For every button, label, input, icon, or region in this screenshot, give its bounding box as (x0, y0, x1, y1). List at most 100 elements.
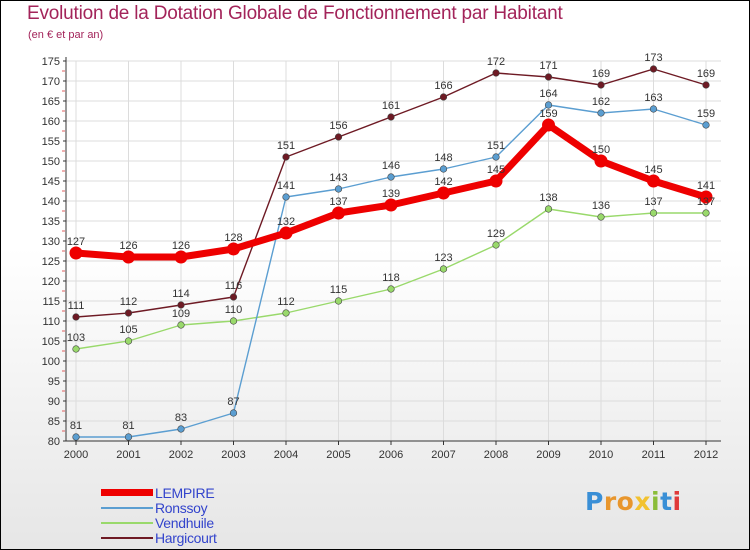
data-label-ronssoy: 87 (227, 396, 239, 408)
x-tick-label: 2006 (379, 449, 403, 461)
data-point-hargicourt (597, 81, 605, 89)
data-point-hargicourt (177, 301, 185, 309)
data-label-hargicourt: 112 (120, 296, 138, 308)
data-point-lempire (279, 226, 293, 240)
data-point-vendhuile (229, 317, 238, 325)
data-label-ronssoy: 81 (122, 420, 134, 432)
logo-letter: t (660, 487, 673, 516)
data-label-lempire: 126 (172, 240, 190, 252)
data-point-lempire (542, 118, 555, 132)
data-point-vendhuile (72, 345, 80, 353)
data-point-ronssoy (282, 193, 290, 201)
data-labels: 111 112 114 116 151 156 161 166 172 171 169 173 169 1… (67, 52, 715, 432)
data-label-hargicourt: 156 (329, 120, 347, 132)
data-label-vendhuile: 137 (697, 196, 715, 208)
x-tick-label: 2001 (116, 449, 140, 461)
data-label-vendhuile: 137 (644, 196, 662, 208)
data-point-ronssoy (439, 165, 448, 173)
data-label-hargicourt: 111 (68, 300, 85, 312)
legend-label: Hargicourt (155, 530, 217, 546)
y-tick-label: 95 (48, 376, 60, 388)
data-label-lempire: 141 (697, 180, 715, 192)
data-label-ronssoy: 151 (487, 140, 505, 152)
data-point-ronssoy (334, 185, 343, 193)
legend-swatch-vendhuile (101, 522, 153, 524)
chart-title: Evolution de la Dotation Globale de Fonc… (27, 3, 563, 24)
x-tick-label: 2011 (642, 449, 666, 461)
data-label-lempire: 145 (644, 164, 662, 176)
data-label-ronssoy: 141 (277, 180, 295, 192)
data-point-ronssoy (702, 121, 710, 129)
data-point-ronssoy (177, 425, 185, 433)
data-point-hargicourt (439, 93, 448, 101)
data-point-ronssoy (597, 109, 605, 117)
logo-letter: x (634, 487, 651, 516)
y-tick-label: 110 (42, 316, 60, 328)
data-point-vendhuile (702, 209, 710, 217)
data-label-lempire: 145 (487, 164, 505, 176)
x-tick-label: 2012 (694, 449, 718, 461)
legend-label: Vendhuile (155, 515, 214, 531)
data-label-ronssoy: 163 (644, 92, 662, 104)
data-point-ronssoy (544, 101, 553, 109)
y-tick-label: 165 (42, 96, 60, 108)
data-label-lempire: 142 (434, 176, 452, 188)
legend-swatch-hargicourt (101, 537, 153, 539)
y-tick-label: 145 (42, 176, 60, 188)
data-point-hargicourt (702, 81, 710, 89)
x-tick-label: 2002 (169, 449, 193, 461)
data-point-vendhuile (544, 205, 553, 213)
data-label-ronssoy: 148 (434, 152, 452, 164)
data-point-ronssoy (72, 433, 80, 441)
data-point-lempire (69, 246, 83, 260)
data-point-lempire (332, 206, 345, 220)
data-point-hargicourt (124, 309, 133, 317)
x-tick-label: 2007 (431, 449, 455, 461)
logo-letter: r (603, 487, 617, 516)
x-tick-label: 2004 (274, 449, 298, 461)
data-point-ronssoy (649, 105, 658, 113)
y-tick-label: 105 (42, 336, 60, 348)
data-label-hargicourt: 173 (644, 52, 662, 64)
series-vendhuile (72, 205, 710, 353)
y-tick-label: 115 (42, 296, 60, 308)
x-tick-label: 2000 (64, 449, 88, 461)
legend-label: LEMPIRE (155, 485, 215, 501)
data-label-hargicourt: 161 (382, 100, 400, 112)
data-label-ronssoy: 83 (175, 412, 187, 424)
data-point-lempire (437, 186, 450, 200)
data-label-hargicourt: 116 (225, 280, 243, 292)
y-tick-label: 80 (48, 436, 60, 448)
series-ronssoy (72, 101, 710, 441)
data-point-vendhuile (177, 321, 185, 329)
series-layer (69, 65, 713, 441)
data-point-lempire (699, 190, 713, 204)
y-tick-label: 120 (42, 276, 60, 288)
data-label-vendhuile: 129 (487, 228, 505, 240)
data-label-vendhuile: 138 (539, 192, 557, 204)
y-tick-label: 160 (42, 116, 60, 128)
data-label-ronssoy: 164 (539, 88, 557, 100)
x-tick-label: 2008 (484, 449, 508, 461)
data-label-hargicourt: 114 (172, 288, 190, 300)
chart-subtitle: (en € et par an) (28, 29, 104, 41)
data-point-hargicourt (492, 69, 500, 77)
data-point-vendhuile (597, 213, 605, 221)
data-point-vendhuile (649, 209, 658, 217)
series-hargicourt (72, 65, 710, 321)
data-label-ronssoy: 143 (329, 172, 347, 184)
logo-letter: o (616, 487, 635, 516)
data-label-hargicourt: 171 (539, 60, 557, 72)
y-tick-label: 125 (42, 256, 60, 268)
data-point-ronssoy (124, 433, 133, 441)
data-point-vendhuile (492, 241, 500, 249)
proxiti-logo: Proxiti (585, 487, 682, 516)
logo-letter: i (672, 487, 682, 516)
x-tick-label: 2005 (326, 449, 350, 461)
data-point-lempire (384, 198, 398, 212)
data-label-hargicourt: 169 (592, 68, 610, 80)
x-tick-label: 2010 (589, 449, 613, 461)
y-tick-label: 170 (42, 76, 60, 88)
data-point-vendhuile (124, 337, 133, 345)
y-tick-label: 100 (42, 356, 60, 368)
